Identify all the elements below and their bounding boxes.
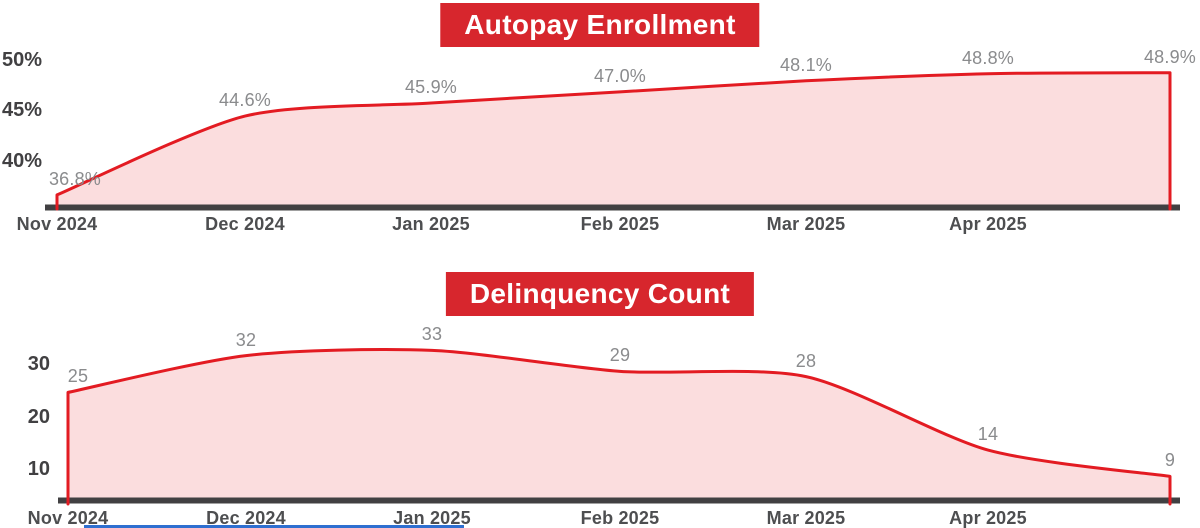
chart-title: Autopay Enrollment [464,9,736,40]
trend-line-1 [66,348,1172,506]
cropped-bottom-element-edge [84,525,464,528]
trend-line-0 [55,71,1172,211]
delinquency-count-title-banner: Delinquency Count [445,272,755,316]
x-axis-line-1 [58,497,1180,504]
area-fill-1 [68,349,1170,503]
x-axis-line-0 [45,204,1180,211]
chart-title: Delinquency Count [469,278,731,309]
autopay-enrollment-title-banner: Autopay Enrollment [440,3,760,47]
